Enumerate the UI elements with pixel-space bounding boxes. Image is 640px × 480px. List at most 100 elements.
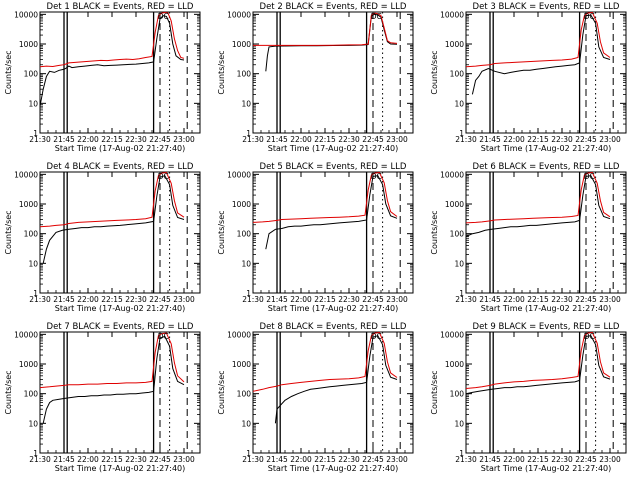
y-tick-label: 10000: [440, 330, 464, 339]
plot-area: [466, 332, 614, 453]
y-tick-label: 10000: [14, 170, 38, 179]
series-events: [466, 335, 611, 395]
x-tick-label: 21:30: [29, 295, 51, 304]
series-events: [265, 175, 398, 250]
x-axis-label: Start Time (17-Aug-02 21:27:40): [268, 464, 399, 473]
x-tick-label: 21:30: [455, 455, 477, 464]
x-axis-label: Start Time (17-Aug-02 21:27:40): [55, 464, 186, 473]
dc-marker-label: DC: [584, 12, 595, 21]
x-tick-label: 21:30: [242, 295, 264, 304]
y-axis-label: Counts/sec: [430, 50, 439, 94]
x-tick-label: 23:00: [386, 295, 408, 304]
x-tick-label: 22:15: [101, 455, 123, 464]
x-tick-label: 22:15: [314, 135, 336, 144]
y-tick-label: 10: [241, 419, 251, 428]
y-tick-label: 10: [28, 419, 38, 428]
x-tick-label: 22:45: [149, 295, 171, 304]
x-axis-label: Start Time (17-Aug-02 21:27:40): [55, 304, 186, 313]
series-lld: [253, 332, 398, 392]
x-axis-label: Start Time (17-Aug-02 21:27:40): [55, 144, 186, 153]
y-tick-label: 1: [246, 129, 251, 138]
x-tick-label: 22:45: [362, 295, 384, 304]
y-tick-label: 100: [24, 70, 39, 79]
x-tick-label: 21:30: [242, 455, 264, 464]
x-tick-label: 22:45: [575, 455, 597, 464]
panel-det-5: Det 5 BLACK = Events, RED = LLD 1 10 100 100…: [217, 162, 414, 313]
x-tick-label: 22:30: [125, 455, 147, 464]
panel-det-3: Det 3 BLACK = Events, RED = LLD 1 10 100 100…: [430, 2, 627, 153]
x-tick-label: 23:00: [173, 135, 195, 144]
dc-marker-label: DC: [371, 12, 382, 21]
x-tick-label: 23:00: [173, 455, 195, 464]
series-lld: [253, 12, 398, 46]
series-events: [265, 13, 398, 72]
y-axis-label: Counts/sec: [4, 50, 13, 94]
x-tick-label: 21:45: [479, 135, 501, 144]
y-tick-label: 10000: [14, 10, 38, 19]
x-tick-label: 22:45: [362, 135, 384, 144]
series-events: [42, 175, 185, 264]
y-tick-label: 100: [237, 70, 252, 79]
x-tick-label: 22:45: [149, 455, 171, 464]
y-tick-label: 1000: [232, 200, 251, 209]
y-tick-label: 100: [237, 390, 252, 399]
y-tick-label: 1: [246, 449, 251, 458]
y-tick-label: 10: [28, 99, 38, 108]
x-tick-label: 21:45: [479, 455, 501, 464]
x-tick-label: 21:45: [479, 295, 501, 304]
x-tick-label: 23:00: [173, 295, 195, 304]
panel-title: Det 9 BLACK = Events, RED = LLD: [473, 322, 620, 332]
x-tick-label: 22:00: [290, 455, 312, 464]
x-tick-label: 22:45: [149, 135, 171, 144]
x-tick-label: 21:45: [53, 295, 75, 304]
x-tick-label: 21:45: [266, 455, 288, 464]
y-tick-label: 10: [241, 99, 251, 108]
y-tick-label: 1: [459, 289, 464, 298]
x-tick-label: 21:30: [29, 455, 51, 464]
panel-title: Det 2 BLACK = Events, RED = LLD: [260, 2, 407, 12]
panel-det-7: Det 7 BLACK = Events, RED = LLD 1 10 100 100…: [4, 322, 201, 473]
series-events: [40, 15, 185, 107]
y-tick-label: 100: [237, 230, 252, 239]
x-tick-label: 22:45: [362, 455, 384, 464]
x-tick-label: 22:30: [551, 295, 573, 304]
y-tick-label: 1000: [232, 40, 251, 49]
y-tick-label: 10000: [227, 170, 251, 179]
x-tick-label: 21:30: [242, 135, 264, 144]
panel-det-2: Det 2 BLACK = Events, RED = LLD 1 10 100 100…: [217, 2, 414, 153]
x-tick-label: 22:00: [290, 295, 312, 304]
x-tick-label: 22:30: [338, 455, 360, 464]
dc-marker-label: DC: [158, 172, 169, 181]
x-tick-label: 23:00: [599, 295, 621, 304]
series-lld: [466, 332, 611, 389]
x-tick-label: 22:30: [551, 135, 573, 144]
x-tick-label: 23:00: [599, 455, 621, 464]
x-axis-label: Start Time (17-Aug-02 21:27:40): [268, 144, 399, 153]
panel-det-9: Det 9 BLACK = Events, RED = LLD 1 10 100 100…: [430, 322, 627, 473]
y-tick-label: 1000: [19, 200, 38, 209]
x-tick-label: 22:15: [527, 135, 549, 144]
x-tick-label: 21:45: [53, 455, 75, 464]
x-tick-label: 22:15: [101, 295, 123, 304]
y-tick-label: 10: [454, 99, 464, 108]
x-tick-label: 22:15: [314, 295, 336, 304]
plot-area: [466, 12, 614, 133]
x-tick-label: 22:45: [575, 295, 597, 304]
dc-marker-label: DC: [158, 332, 169, 341]
x-axis-label: Start Time (17-Aug-02 21:27:40): [481, 304, 612, 313]
panel-title: Det 6 BLACK = Events, RED = LLD: [473, 162, 620, 172]
y-tick-label: 10: [241, 259, 251, 268]
series-lld: [466, 12, 611, 68]
y-tick-label: 1: [459, 449, 464, 458]
x-axis-label: Start Time (17-Aug-02 21:27:40): [481, 144, 612, 153]
panel-title: Det 7 BLACK = Events, RED = LLD: [47, 322, 194, 332]
panel-title: Det 8 BLACK = Events, RED = LLD: [260, 322, 407, 332]
y-tick-label: 1000: [19, 40, 38, 49]
x-tick-label: 23:00: [386, 455, 408, 464]
y-tick-label: 10: [454, 259, 464, 268]
y-tick-label: 10000: [227, 330, 251, 339]
x-tick-label: 23:00: [599, 135, 621, 144]
x-axis-label: Start Time (17-Aug-02 21:27:40): [268, 304, 399, 313]
y-axis-label: Counts/sec: [430, 370, 439, 414]
